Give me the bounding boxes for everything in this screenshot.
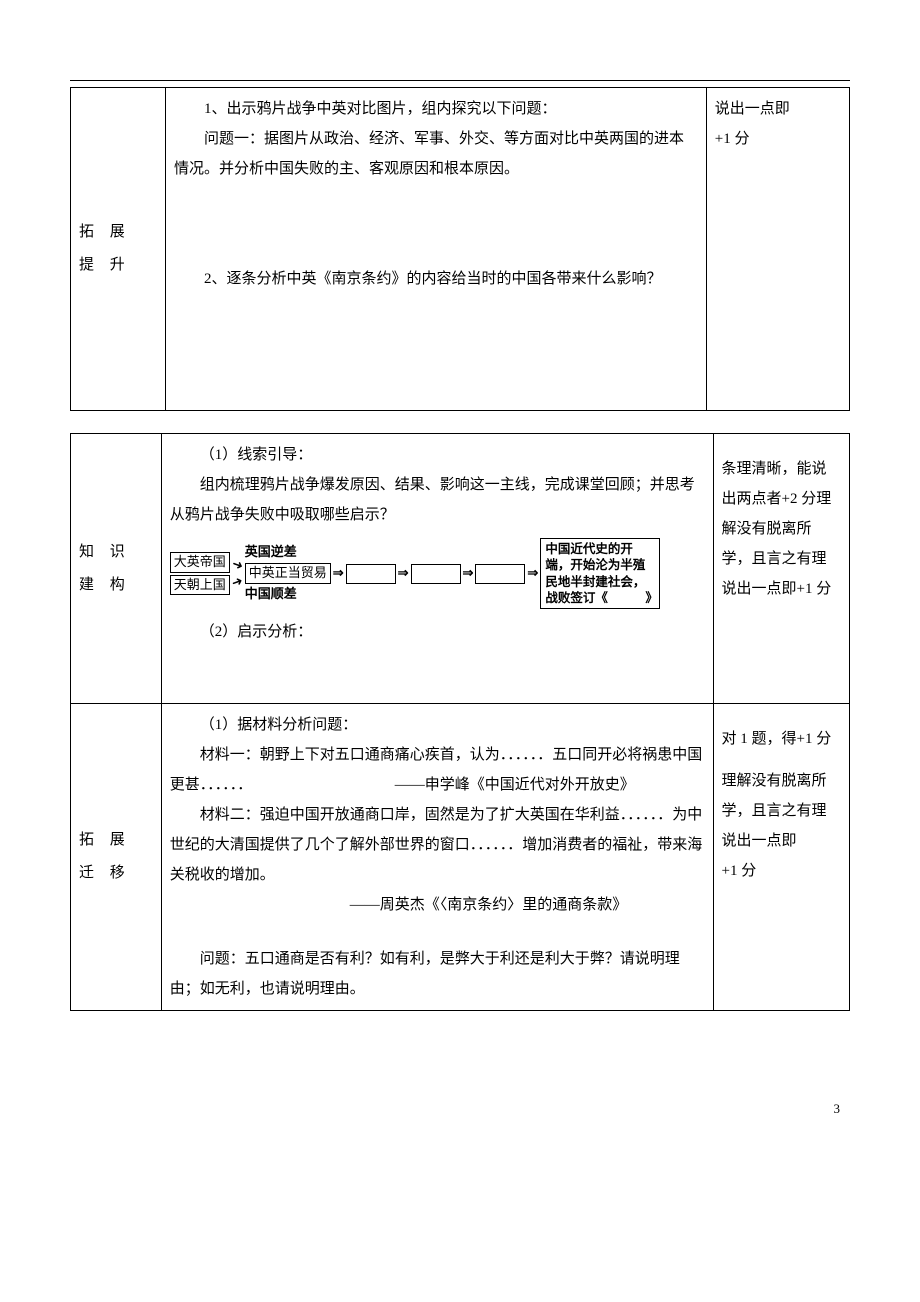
paragraph: 组内梳理鸦片战争爆发原因、结果、影响这一主线，完成课堂回顾；并思考从鸦片战争失败… [170, 470, 705, 530]
score-line: 理解没有脱离所学，且言之有理说出一点即 [722, 766, 841, 856]
flow-diagram: 大英帝国 天朝上国 ➜ ➜ 英国逆差 [170, 538, 705, 609]
label-line: 迁 移 [79, 857, 153, 890]
content-cell: （1）据材料分析问题： 材料一：朝野上下对五口通商痛心疾首，认为．．．．．．五口… [161, 704, 713, 1011]
arrow-icon: ⇒ [333, 565, 344, 582]
label-line: 建 构 [79, 569, 153, 602]
page-number: 3 [0, 1051, 920, 1117]
score-cell: 说出一点即 +1 分 [706, 88, 849, 411]
diagram-blank-box [475, 564, 525, 584]
score-line: 对 1 题，得+1 分 [722, 724, 841, 754]
score-line: +1 分 [722, 856, 841, 886]
table-row: 拓 展 迁 移 （1）据材料分析问题： 材料一：朝野上下对五口通商痛心疾首，认为… [71, 704, 850, 1011]
row-label-cell: 拓 展 提 升 [71, 88, 166, 411]
diagram-label: 英国逆差 [245, 544, 331, 561]
label-line: 知 识 [79, 536, 153, 569]
paragraph: 材料一：朝野上下对五口通商痛心疾首，认为．．．．．．五口同开必将祸患中国更甚．．… [170, 740, 705, 800]
paragraph: 1、出示鸦片战争中英对比图片，组内探究以下问题： [174, 94, 698, 124]
paragraph: 问题：五口通商是否有利？如有利，是弊大于利还是利大于弊？请说明理由；如无利，也请… [170, 944, 705, 1004]
diagram-box: 大英帝国 [170, 552, 230, 573]
row-label-cell: 知 识 建 构 [71, 434, 162, 704]
label-line: 拓 展 [79, 824, 153, 857]
diagram-label: 中国顺差 [245, 586, 331, 603]
spacer [170, 920, 705, 944]
diagram-end-box: 中国近代史的开端，开始沦为半殖民地半封建社会，战败签订《 》 [540, 538, 660, 609]
paragraph: 问题一：据图片从政治、经济、军事、外交、等方面对比中英两国的进本情况。并分析中国… [174, 124, 698, 184]
label-line: 提 升 [79, 249, 157, 282]
arrow-icon: ➜ [229, 572, 245, 592]
row-label-cell: 拓 展 迁 移 [71, 704, 162, 1011]
score-line: 说出一点即 [715, 94, 841, 124]
paragraph: （1）线索引导： [170, 440, 705, 470]
arrow-icon: ➜ [229, 555, 245, 575]
score-line: +1 分 [715, 124, 841, 154]
arrow-icon: ⇒ [398, 565, 409, 582]
spacer [174, 184, 698, 264]
diagram-box: 中英正当贸易 [245, 563, 331, 584]
arrow-icon: ⇒ [527, 565, 538, 582]
paragraph: （1）据材料分析问题： [170, 710, 705, 740]
spacer [170, 647, 705, 697]
score-text: 条理清晰，能说出两点者+2 分理解没有脱离所学，且言之有理说出一点即+1 分 [722, 454, 841, 604]
table-row: 拓 展 提 升 1、出示鸦片战争中英对比图片，组内探究以下问题： 问题一：据图片… [71, 88, 850, 411]
score-cell: 对 1 题，得+1 分 理解没有脱离所学，且言之有理说出一点即 +1 分 [713, 704, 849, 1011]
lesson-table-1: 拓 展 提 升 1、出示鸦片战争中英对比图片，组内探究以下问题： 问题一：据图片… [70, 87, 850, 411]
paragraph: （2）启示分析： [170, 617, 705, 647]
score-cell: 条理清晰，能说出两点者+2 分理解没有脱离所学，且言之有理说出一点即+1 分 [713, 434, 849, 704]
citation: ——周英杰《〈南京条约〉里的通商条款》 [170, 890, 705, 920]
label-line: 拓 展 [79, 216, 157, 249]
paragraph: 2、逐条分析中英《南京条约》的内容给当时的中国各带来什么影响？ [174, 264, 698, 294]
diagram-blank-box [411, 564, 461, 584]
table-row: 知 识 建 构 （1）线索引导： 组内梳理鸦片战争爆发原因、结果、影响这一主线，… [71, 434, 850, 704]
content-cell: 1、出示鸦片战争中英对比图片，组内探究以下问题： 问题一：据图片从政治、经济、军… [166, 88, 707, 411]
content-cell: （1）线索引导： 组内梳理鸦片战争爆发原因、结果、影响这一主线，完成课堂回顾；并… [161, 434, 713, 704]
arrow-icon: ⇒ [463, 565, 474, 582]
paragraph: 材料二：强迫中国开放通商口岸，固然是为了扩大英国在华利益．．．．．．为中世纪的大… [170, 800, 705, 890]
spacer [174, 294, 698, 404]
lesson-table-2: 知 识 建 构 （1）线索引导： 组内梳理鸦片战争爆发原因、结果、影响这一主线，… [70, 433, 850, 1011]
diagram-blank-box [346, 564, 396, 584]
diagram-box: 天朝上国 [170, 575, 230, 596]
